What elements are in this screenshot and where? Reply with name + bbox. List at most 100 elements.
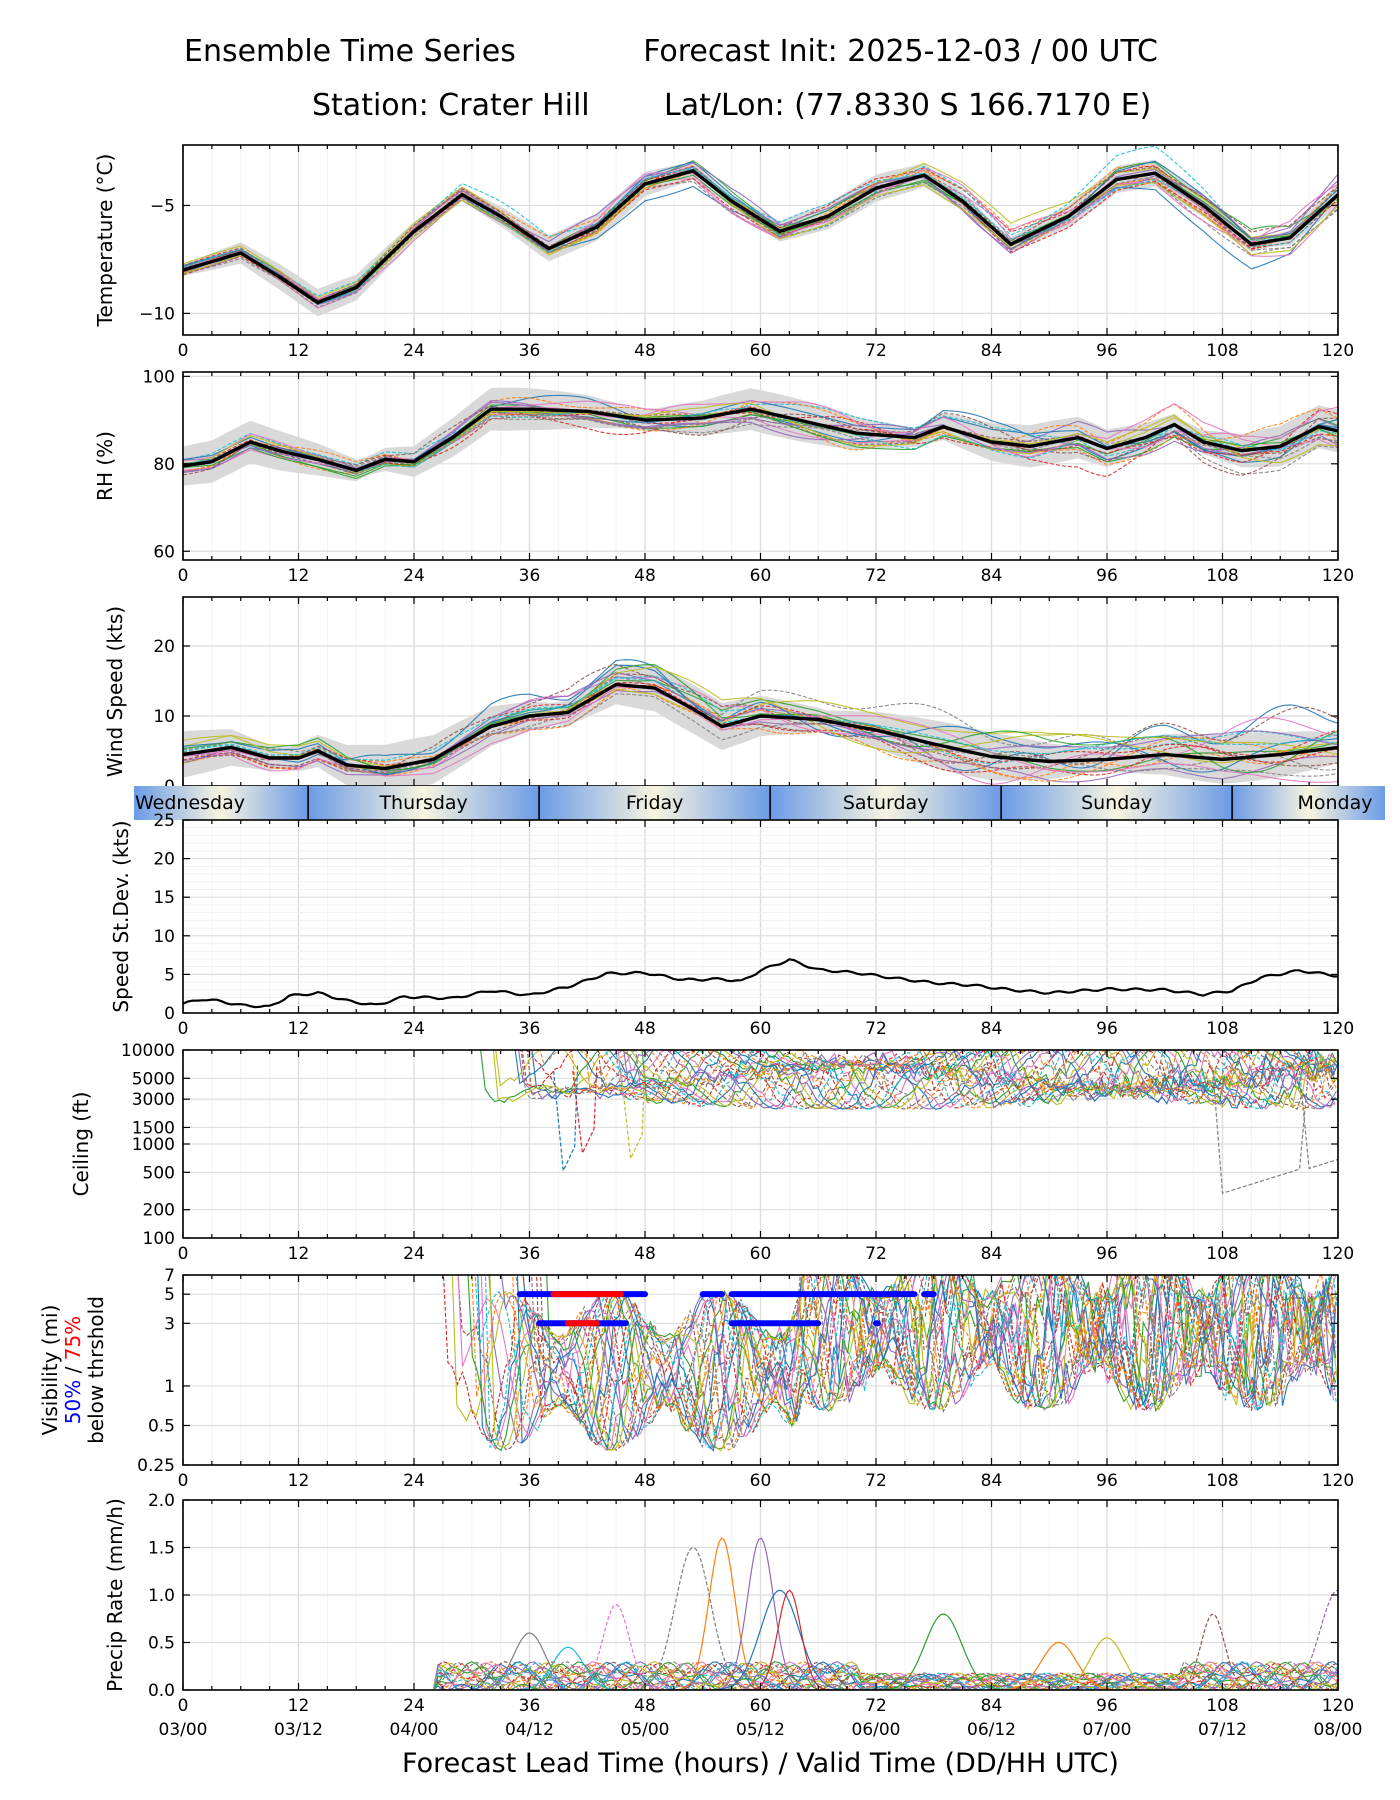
y-tick-label: 1000 xyxy=(132,1135,175,1155)
temperature-series xyxy=(183,145,1338,317)
y-tick-label: 500 xyxy=(143,1163,175,1183)
y-tick-label: −5 xyxy=(150,196,175,216)
x-tick-label: 108 xyxy=(1206,1019,1238,1039)
temperature-member-line xyxy=(183,167,1338,300)
panel-temperature: −10 −5 0 12 24 36 48 60 72 84 96 108 120 Temperature … xyxy=(93,144,1354,361)
precip-member-line xyxy=(183,1661,1338,1690)
ceiling-drop-line xyxy=(620,1064,646,1161)
panel-visibility: 0.25 0.5 1 3 57 0 12 24 36 48 60 72 84 96 108 120 Visibi… xyxy=(38,1266,1354,1491)
precip-member-line xyxy=(183,1661,1338,1690)
ceiling-member-line xyxy=(526,1050,1336,1110)
y-axis-label-part: Ceiling (ft) xyxy=(69,1092,93,1197)
rh-series xyxy=(183,387,1338,486)
temperature-member-line xyxy=(183,170,1338,304)
y-tick-label: 5000 xyxy=(132,1069,175,1089)
visibility-member-line xyxy=(516,1275,1336,1445)
ceiling-member-line xyxy=(585,1050,1337,1109)
day-label: Wednesday xyxy=(135,792,245,814)
y-axis-label: Wind Speed (kts) xyxy=(103,606,127,777)
y-axis-label-part: 50% xyxy=(61,1380,85,1424)
wind-spread-band xyxy=(183,664,1338,786)
y-tick-label: 20 xyxy=(153,850,175,870)
rh-member-line xyxy=(183,401,1338,473)
x-tick-label: 120 xyxy=(1322,1471,1354,1491)
visibility-member-line xyxy=(531,1275,1336,1451)
station-title: Station: Crater Hill xyxy=(312,88,590,123)
wind-member-line xyxy=(183,693,1338,777)
x-tick-label: 72 xyxy=(865,1471,887,1491)
ceiling-member-line xyxy=(597,1050,1335,1109)
y-tick-label: 5 xyxy=(164,965,175,985)
x-tick-label: 72 xyxy=(865,341,887,361)
y-axis-label-part: Temperature (°C) xyxy=(93,154,117,328)
y-axis-label: below thrshold xyxy=(84,1296,108,1444)
x-tick-label: 0 xyxy=(178,1019,189,1039)
x-tick-label: 12 xyxy=(288,341,310,361)
wind-member-line xyxy=(183,688,1338,767)
x-tick-label: 24 xyxy=(403,1019,425,1039)
forecast-init-title: Forecast Init: 2025-12-03 / 00 UTC xyxy=(643,34,1158,69)
rh-member-line xyxy=(183,407,1338,473)
valid-time-label: 06/12 xyxy=(967,1720,1016,1740)
y-tick-label: 10 xyxy=(153,707,175,727)
precip-member-line xyxy=(183,1660,1338,1690)
ceiling-member-line xyxy=(480,1050,1338,1109)
y-tick-label: 5 xyxy=(164,1285,175,1305)
y-axis-label: Visibility (mi) xyxy=(38,1305,62,1436)
precip-member-line xyxy=(183,1660,1338,1690)
x-tick-label: 24 xyxy=(403,1244,425,1264)
y-axis-label: Precip Rate (mm/h) xyxy=(103,1498,127,1692)
wind-member-line xyxy=(183,659,1338,772)
x-tick-label: 48 xyxy=(634,1696,656,1716)
x-tick-label: 96 xyxy=(1096,1471,1118,1491)
x-tick-label: 84 xyxy=(981,1244,1003,1264)
y-tick-label: 60 xyxy=(153,542,175,562)
x-tick-label: 0 xyxy=(178,1696,189,1716)
y-tick-label: 0.5 xyxy=(148,1416,175,1436)
rh-member-line xyxy=(183,413,1338,475)
panel-precip: 0.0 0.5 1.0 1.5 2.0 0 12 24 36 48 60 72 84 96 108 120 03… xyxy=(103,1491,1363,1740)
x-tick-label: 48 xyxy=(634,1244,656,1264)
wind-member-line xyxy=(183,689,1338,783)
x-tick-label: 48 xyxy=(634,566,656,586)
y-axis-label-part: Visibility (mi) xyxy=(38,1305,62,1436)
x-tick-label: 96 xyxy=(1096,566,1118,586)
x-tick-label: 36 xyxy=(519,1019,541,1039)
speed-std-line xyxy=(182,958,1339,1009)
y-tick-label: 20 xyxy=(153,637,175,657)
y-axis-label-part: Speed St.Dev. (kts) xyxy=(109,820,133,1012)
x-axis-label: Forecast Lead Time (hours) / Valid Time … xyxy=(402,1748,1119,1779)
x-tick-label: 96 xyxy=(1096,1696,1118,1716)
x-tick-label: 60 xyxy=(750,1471,772,1491)
visibility-member-line xyxy=(488,1275,1337,1444)
panel-speed_std: 0 5 10 15 20 25 0 12 24 36 48 60 72 84 96 108 120 Speed S… xyxy=(109,811,1354,1039)
y-axis-label: 50% / 75% xyxy=(61,1316,85,1424)
valid-time-label: 08/00 xyxy=(1314,1720,1363,1740)
x-tick-label: 0 xyxy=(178,566,189,586)
y-tick-label: 200 xyxy=(143,1201,175,1221)
visibility-member-line xyxy=(522,1275,1337,1444)
y-tick-label: 80 xyxy=(153,455,175,475)
visibility-member-line xyxy=(442,1275,1334,1447)
x-tick-label: 48 xyxy=(634,1471,656,1491)
visibility-member-line xyxy=(501,1275,1334,1436)
x-tick-label: 48 xyxy=(634,1019,656,1039)
x-tick-label: 60 xyxy=(750,1244,772,1264)
x-tick-label: 36 xyxy=(519,1244,541,1264)
x-tick-label: 108 xyxy=(1206,1471,1238,1491)
y-tick-label: 25 xyxy=(153,811,175,831)
visibility-series xyxy=(442,1275,1338,1452)
day-segment xyxy=(134,786,309,820)
visibility-member-line xyxy=(540,1275,1335,1429)
wind-series xyxy=(183,659,1338,786)
y-axis-label-part: 75% xyxy=(61,1316,85,1360)
ceiling-member-line xyxy=(531,1050,1336,1110)
ceiling-drop-line xyxy=(572,1064,598,1156)
valid-time-label: 07/00 xyxy=(1083,1720,1132,1740)
x-tick-label: 0 xyxy=(178,341,189,361)
panel-wind: 01020Wind Speed (kts) xyxy=(103,596,1339,797)
x-tick-label: 120 xyxy=(1322,566,1354,586)
valid-time-label: 05/12 xyxy=(736,1720,785,1740)
rh-member-line xyxy=(183,417,1338,475)
precip-member-line xyxy=(183,1660,1338,1690)
